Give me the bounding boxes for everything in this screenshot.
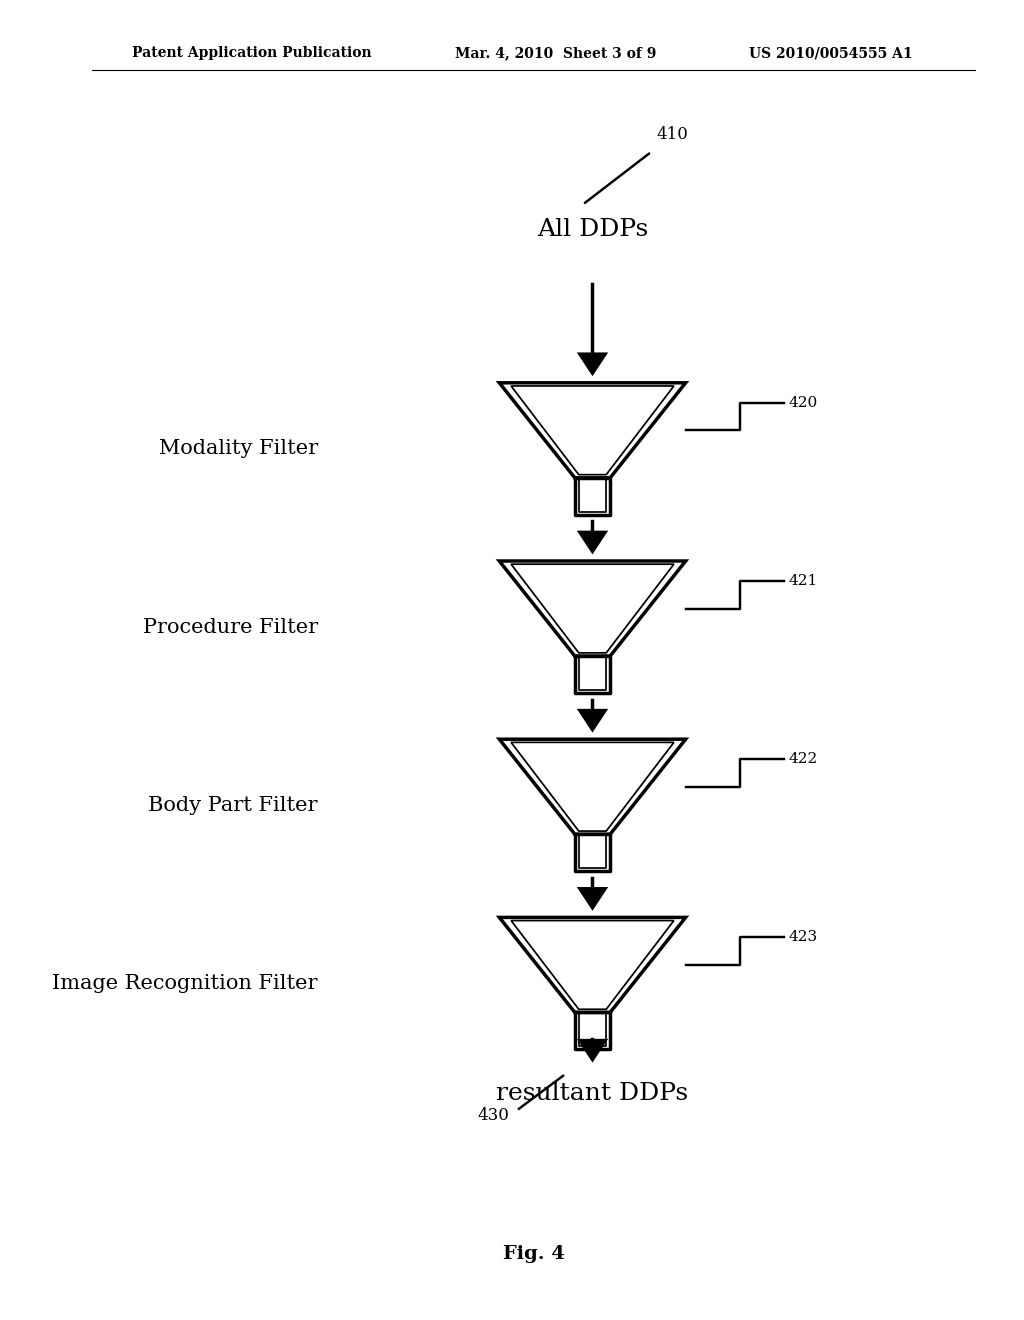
Polygon shape	[577, 531, 608, 554]
Text: Body Part Filter: Body Part Filter	[148, 796, 317, 814]
Text: 410: 410	[656, 125, 688, 143]
Polygon shape	[577, 352, 608, 376]
Text: 421: 421	[788, 574, 818, 587]
Text: Patent Application Publication: Patent Application Publication	[131, 46, 371, 61]
Text: resultant DDPs: resultant DDPs	[497, 1082, 688, 1105]
Polygon shape	[577, 887, 608, 911]
Text: All DDPs: All DDPs	[537, 218, 648, 240]
Text: 430: 430	[477, 1107, 509, 1123]
Text: 423: 423	[788, 931, 818, 944]
Polygon shape	[577, 709, 608, 733]
Text: US 2010/0054555 A1: US 2010/0054555 A1	[750, 46, 913, 61]
Text: 422: 422	[788, 752, 818, 766]
Text: Modality Filter: Modality Filter	[159, 440, 317, 458]
Text: Image Recognition Filter: Image Recognition Filter	[52, 974, 317, 993]
Polygon shape	[577, 1039, 608, 1063]
Text: 420: 420	[788, 396, 818, 409]
Text: Fig. 4: Fig. 4	[503, 1245, 564, 1263]
Text: Mar. 4, 2010  Sheet 3 of 9: Mar. 4, 2010 Sheet 3 of 9	[456, 46, 656, 61]
Text: Procedure Filter: Procedure Filter	[142, 618, 317, 636]
